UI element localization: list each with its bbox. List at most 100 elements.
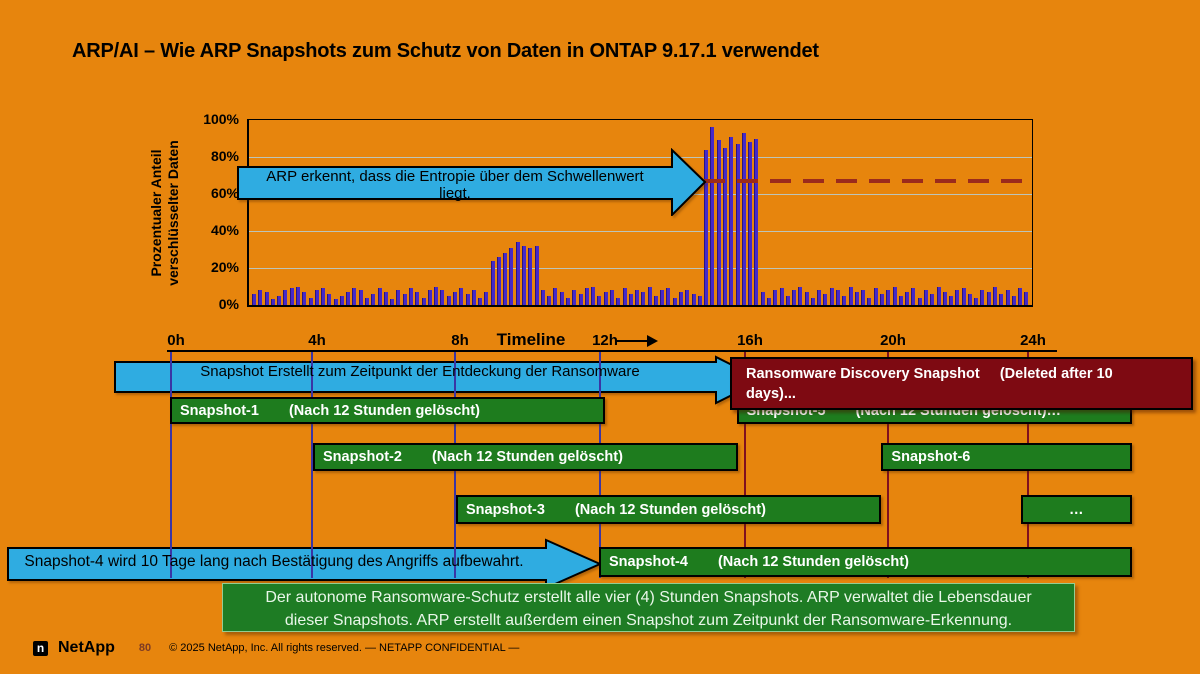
entropy-bar — [352, 288, 357, 305]
entropy-bar — [867, 297, 872, 305]
entropy-bar — [452, 292, 457, 305]
entropy-bar — [383, 292, 388, 305]
y-tick-label: 40% — [210, 222, 239, 238]
entropy-bar — [496, 256, 501, 305]
snapshot-bar: Snapshot-2 (Nach 12 Stunden gelöscht) — [313, 443, 739, 471]
entropy-bar — [679, 292, 684, 305]
entropy-callout-text: ARP erkennt, dass die Entropie über dem … — [266, 168, 644, 202]
entropy-bar — [258, 290, 263, 305]
entropy-bar — [578, 293, 583, 305]
entropy-bar — [609, 290, 614, 305]
entropy-bar — [1018, 288, 1023, 305]
entropy-bar — [490, 260, 495, 305]
entropy-bar — [289, 288, 294, 305]
entropy-bar — [735, 144, 740, 305]
entropy-bar — [905, 292, 910, 305]
entropy-bar — [792, 290, 797, 305]
entropy-bar — [584, 288, 589, 305]
ransomware-discovery-line1: Ransomware Discovery Snapshot (Deleted a… — [746, 366, 1113, 382]
entropy-bar — [704, 149, 709, 305]
entropy-bar — [880, 293, 884, 305]
entropy-bar — [308, 297, 313, 305]
snapshot-bar-note: (Nach 12 Stunden gelöscht) — [431, 449, 623, 465]
entropy-bar — [710, 127, 715, 305]
timeline-label: Timeline — [496, 330, 566, 349]
entropy-bar — [641, 292, 646, 305]
retention-banner-arrow — [7, 538, 603, 590]
entropy-bar — [993, 286, 998, 305]
entropy-bar — [471, 290, 476, 305]
timeline-tick-label: 8h — [451, 332, 469, 349]
snapshot-bar: Snapshot-4 (Nach 12 Stunden gelöscht) — [599, 547, 1132, 577]
footer: n NetApp 80 © 2025 NetApp, Inc. All righ… — [33, 639, 519, 657]
timeline-tick-label: 12h — [592, 332, 618, 349]
entropy-bar — [986, 292, 991, 305]
entropy-bar — [522, 245, 527, 305]
entropy-bar — [798, 286, 803, 305]
entropy-bar — [377, 288, 382, 305]
slide-title: ARP/AI – Wie ARP Snapshots zum Schutz vo… — [72, 40, 819, 62]
entropy-bar — [603, 292, 608, 305]
entropy-bar — [572, 290, 577, 305]
entropy-bar — [616, 297, 621, 305]
snapshot-bar-label: Snapshot-2 — [323, 449, 402, 465]
entropy-bar — [930, 293, 935, 305]
entropy-bar — [553, 288, 558, 305]
entropy-bar — [741, 132, 746, 305]
snapshot-bar-label: … — [1069, 501, 1084, 518]
timeline-tick-label: 4h — [308, 332, 326, 349]
plot-gridline — [249, 157, 1032, 158]
entropy-bar — [980, 290, 985, 305]
entropy-bar — [861, 290, 866, 305]
entropy-bar — [773, 290, 778, 305]
entropy-bar — [729, 136, 734, 305]
y-tick-label: 60% — [210, 185, 239, 201]
entropy-bar — [283, 290, 288, 305]
entropy-bar — [936, 286, 941, 305]
entropy-bar — [277, 295, 282, 305]
entropy-bar — [716, 140, 721, 305]
entropy-bar — [390, 299, 395, 305]
entropy-bar — [842, 295, 847, 305]
entropy-bar — [440, 290, 445, 305]
page-number: 80 — [138, 642, 152, 654]
entropy-bar — [961, 288, 966, 305]
y-tick-label: 100% — [203, 111, 239, 127]
entropy-bar — [415, 292, 420, 305]
entropy-bar — [691, 293, 696, 305]
entropy-bar — [270, 299, 275, 305]
entropy-bar — [484, 292, 489, 305]
snapshot-bar: Snapshot-6 — [881, 443, 1132, 471]
entropy-bar — [766, 297, 771, 305]
entropy-bar — [465, 293, 470, 305]
snapshot-bar: Snapshot-1 (Nach 12 Stunden gelöscht) — [170, 397, 606, 424]
hour-line — [311, 352, 313, 578]
threshold-dashed-line — [704, 179, 1024, 184]
snapshot-bar: … — [1020, 495, 1132, 524]
y-axis-title-line1: Prozentualer Anteil — [148, 149, 164, 277]
entropy-bar — [434, 286, 439, 305]
entropy-bar — [409, 288, 413, 305]
entropy-bar — [848, 286, 853, 305]
timeline-tick-label: 16h — [737, 332, 763, 349]
entropy-bar — [371, 293, 376, 305]
entropy-bar — [754, 138, 759, 305]
netapp-logo-icon: n — [33, 640, 48, 656]
hour-line — [170, 352, 172, 578]
timeline-axis — [167, 350, 1057, 352]
entropy-bar — [509, 247, 514, 305]
entropy-bar — [540, 290, 545, 305]
timeline-tick-label: 20h — [880, 332, 906, 349]
entropy-bar — [446, 295, 451, 305]
ransomware-discovery-box: Ransomware Discovery Snapshot (Deleted a… — [730, 357, 1193, 410]
entropy-bar — [1024, 292, 1029, 305]
entropy-bar — [854, 292, 859, 305]
entropy-bar — [810, 297, 815, 305]
arp-note-line2: dieser Snapshots. ARP erstellt außerdem … — [284, 612, 1013, 629]
plot-gridline — [249, 231, 1032, 232]
discovery-banner-text: Snapshot Erstellt zum Zeitpunkt der Entd… — [200, 363, 640, 380]
entropy-bar — [302, 292, 307, 305]
entropy-bar — [653, 295, 658, 305]
entropy-bar — [672, 297, 677, 305]
entropy-bar — [314, 290, 319, 305]
